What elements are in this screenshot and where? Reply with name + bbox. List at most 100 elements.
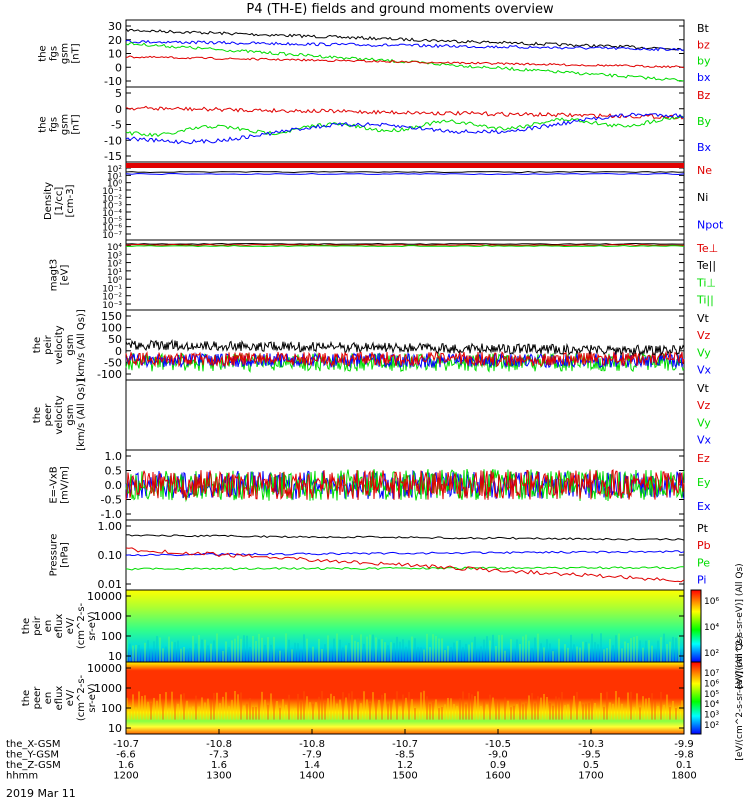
y-axis-label: [nT] (71, 43, 82, 63)
y-axis-label: the (21, 618, 32, 634)
x-tick-value: -10.3 (578, 739, 604, 750)
y-tick-label: 10 (108, 722, 122, 735)
y-axis-label: the (38, 45, 49, 61)
x-tick-value: -9.9 (674, 739, 694, 750)
y-tick-label: 10000 (87, 590, 122, 603)
legend-ti⊥: Ti⊥ (696, 276, 716, 289)
y-axis-label: en (43, 692, 54, 705)
panel-frame (125, 379, 685, 451)
y-axis-label: eflux (54, 614, 65, 639)
y-tick-label: 100 (101, 322, 122, 335)
y-axis-label: gsm (60, 43, 71, 64)
panel-peir-eflux: 10000 1000 100 10 the peir en eflux eV/(cm^2-s-s… (21, 589, 685, 663)
y-tick-label: -100 (97, 368, 122, 381)
y-axis-label: peer (32, 686, 43, 710)
y-tick-label: 10000 (87, 662, 122, 675)
y-axis-label: [km/s (All Qs)] (76, 309, 87, 381)
x-tick-value: 1.6 (118, 760, 134, 771)
x-row-label: the_X-GSM (6, 739, 60, 750)
colorbar-scale (690, 589, 702, 663)
x-tick-value: 0.5 (583, 760, 599, 771)
y-axis-label: eV/ (65, 689, 76, 706)
legend-by: By (697, 115, 712, 128)
series-trace (125, 243, 685, 247)
y-tick-label: 1000 (94, 610, 122, 623)
y-tick-label: 0.5 (105, 465, 123, 478)
y-axis-label: E=-VxB (49, 466, 60, 503)
y-tick-label: -15 (104, 150, 122, 163)
y-axis-label: Density (43, 182, 54, 220)
series-trace (125, 566, 685, 571)
colorbar-tick: 10³ (704, 711, 719, 721)
y-tick-label: 0 (115, 61, 122, 74)
colorbar-label: [eV/(cm^2-s-sr-eV)] (All Qs) (735, 563, 745, 688)
series-trace (125, 338, 685, 357)
y-axis-label: [cm-3] (65, 184, 76, 217)
y-tick-label: 10¹ (107, 172, 122, 182)
x-tick-value: 1500 (392, 771, 417, 782)
panel-peer-velocity: the peer velocity gsm [km/s (All Qs)] Vt Vz Vy V… (32, 379, 712, 451)
colorbar-label: [eV/(cm^2-s-sr-eV)] (All Qs) (735, 635, 745, 760)
colorbar-tick: 10⁷ (704, 669, 719, 679)
y-tick-label: 10⁰ (107, 180, 122, 190)
y-tick-label: 10⁻¹ (102, 284, 122, 294)
x-tick-value: 0.9 (490, 760, 506, 771)
legend-npot: Npot (697, 218, 724, 231)
spectrogram-peer-eflux (126, 662, 684, 734)
x-tick-value: 1.6 (211, 760, 227, 771)
x-tick-value: 0.1 (676, 760, 692, 771)
y-tick-label: 50 (108, 333, 122, 346)
legend-vt: Vt (697, 312, 710, 325)
series-trace (125, 242, 684, 246)
x-tick-value: -7.3 (209, 750, 229, 761)
x-tick-value: -8.5 (395, 750, 415, 761)
y-axis-label: fgs (49, 117, 60, 132)
spectrogram-peir-eflux (126, 590, 684, 662)
y-tick-label: 10 (108, 48, 122, 61)
y-tick-label: 0 (115, 345, 122, 358)
y-axis-label: the (38, 116, 49, 132)
y-tick-label: 10⁻¹ (102, 187, 122, 197)
y-tick-label: 1000 (94, 682, 122, 695)
y-tick-label: 10⁻³ (102, 202, 122, 212)
y-axis-label: (cm^2-s- (76, 602, 87, 649)
y-tick-label: 150 (101, 310, 122, 323)
colorbar-tick: 10⁶ (704, 679, 719, 689)
y-tick-label: -5 (111, 119, 122, 132)
y-axis-label: [nPa] (60, 542, 71, 568)
panel-fgs-gsm-detrended: 5 0 -5 -10 -15 the fgs gsm [nT] Bz By Bx (38, 86, 712, 163)
series-trace (125, 170, 685, 174)
x-axis-labels: the_X-GSM -10.7 -10.8 -10.8 -10.7 -10.5 -10.3-… (6, 729, 697, 782)
series-trace (125, 28, 685, 51)
legend-pi: Pi (697, 573, 706, 586)
y-tick-label: 0.0 (105, 479, 123, 492)
y-axis-label: eV/ (65, 617, 76, 634)
y-tick-label: 10³ (107, 251, 122, 261)
y-tick-label: 10⁻⁵ (102, 216, 122, 226)
legend-ni: Ni (697, 191, 708, 204)
y-tick-label: 0.10 (98, 549, 123, 562)
colorbar-tick: 10⁶ (704, 597, 719, 607)
legend-pt: Pt (697, 522, 709, 535)
y-tick-label: 100 (101, 630, 122, 643)
y-tick-label: 10 (108, 650, 122, 663)
x-tick-value: -9.8 (674, 750, 694, 761)
x-row-label: the_Z-GSM (6, 760, 61, 771)
y-tick-label: 10⁻⁶ (102, 224, 122, 234)
y-axis-label: sr-eV) (87, 683, 98, 712)
x-tick-value: -10.5 (485, 739, 511, 750)
y-axis-label: [nT] (71, 114, 82, 134)
y-tick-label: 5 (115, 87, 122, 100)
legend-bx: bx (697, 71, 711, 84)
legend-vx: Vx (697, 363, 712, 376)
x-tick-value: 1800 (671, 771, 696, 782)
series-trace (125, 534, 685, 541)
y-tick-label: 1.0 (105, 450, 123, 463)
legend-vy: Vy (697, 416, 711, 429)
y-tick-label: 10⁻² (102, 194, 122, 204)
y-axis-label: [mV/m] (60, 466, 71, 504)
